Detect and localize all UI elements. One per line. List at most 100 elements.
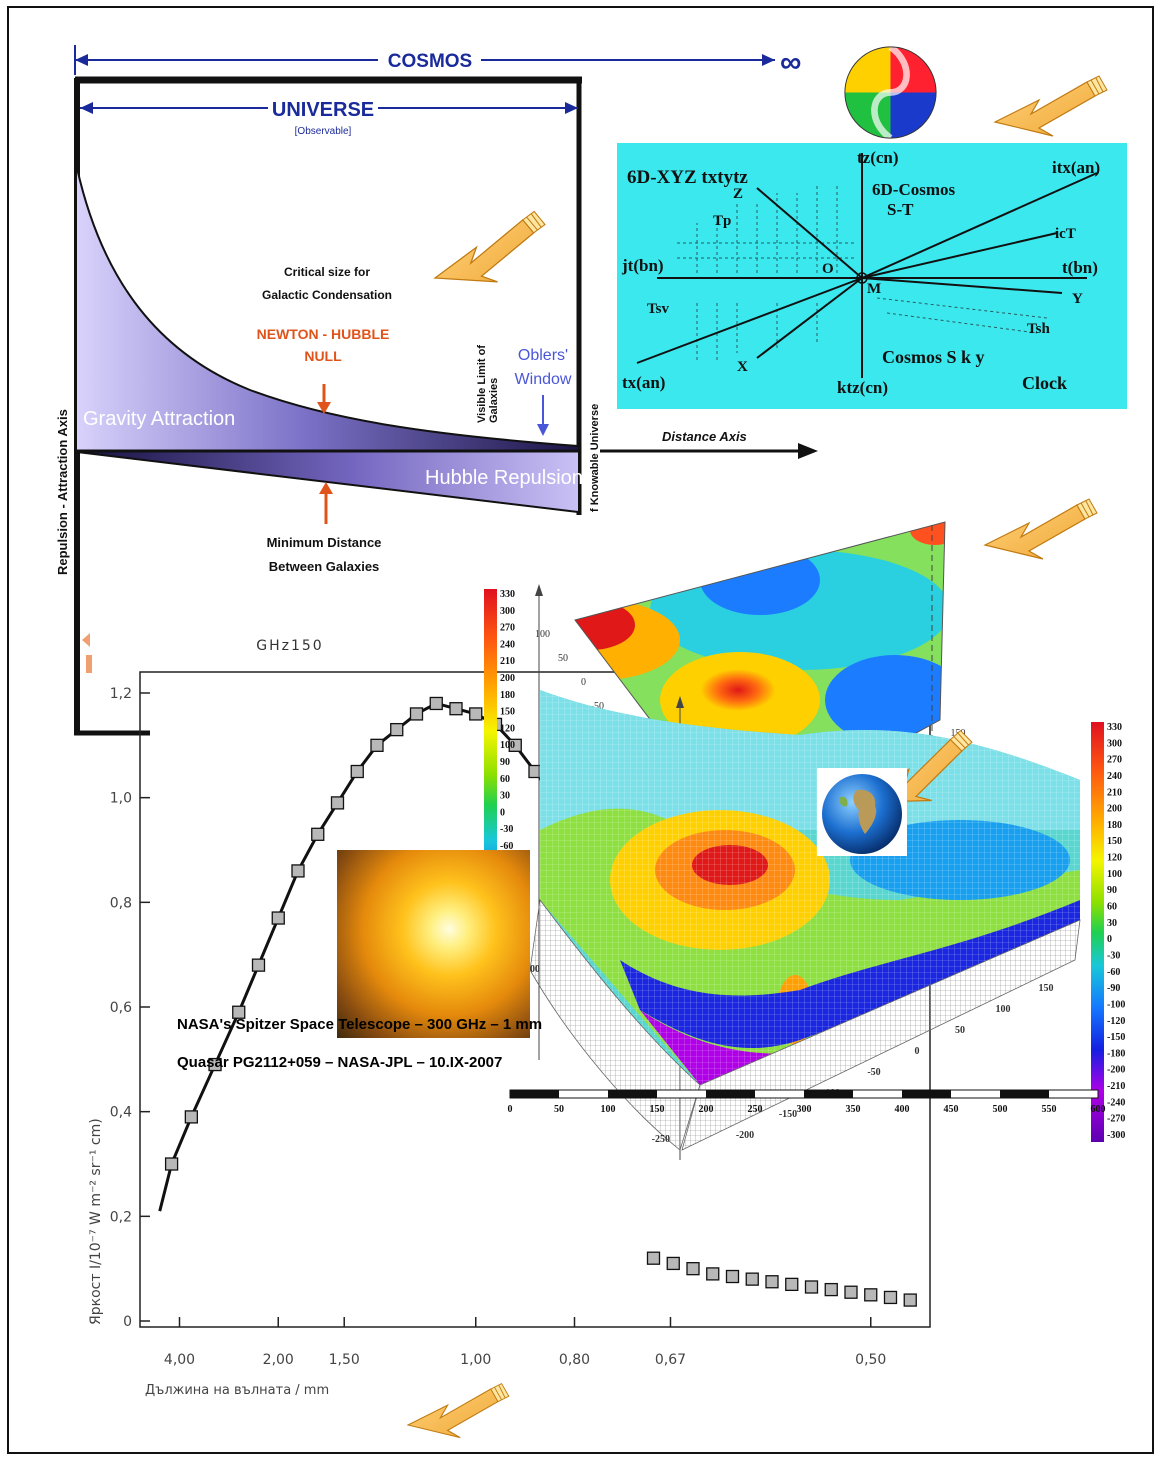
bottom-map-y-label: -250 xyxy=(652,1134,670,1145)
colorbar-tick-label: -100 xyxy=(1107,999,1125,1010)
sixd-ict-axis xyxy=(861,232,1058,279)
scale-bar-segment xyxy=(608,1090,657,1098)
spectrum-data-point xyxy=(291,864,305,878)
cosmos-label-bg xyxy=(378,48,481,72)
wheel-blue xyxy=(890,92,937,139)
colorbar-tick-label: 330 xyxy=(500,589,515,600)
scale-bar-segments xyxy=(510,1090,1049,1098)
scale-bar-label: 400 xyxy=(895,1104,910,1115)
universe-arrow-right xyxy=(565,102,578,114)
colorbar-tick-label: 200 xyxy=(1107,804,1122,815)
colorbar-tick-label: 270 xyxy=(1107,755,1122,766)
colorbar-tick-label: 300 xyxy=(1107,738,1122,749)
colorbar-tick-label: -120 xyxy=(1107,1016,1125,1027)
scale-bar-label: 50 xyxy=(554,1104,564,1115)
sixd-tp: Tp xyxy=(713,213,731,229)
visible-limit-line1: Visible Limit of xyxy=(476,345,488,423)
scale-bar-label: 300 xyxy=(797,1104,812,1115)
spectrum-data-point xyxy=(844,1285,858,1299)
scale-bar-labels: 0 50 100 150 200 250 300 350 400 450 500 550 600 xyxy=(508,1104,1106,1115)
spectrum-y-tick-label: 0,6 xyxy=(110,1000,132,1016)
top-map-hot-spot xyxy=(688,662,788,718)
spectrum-data-point xyxy=(686,1262,700,1276)
colorbar-tick-label: 60 xyxy=(500,774,510,785)
sixd-title: 6D-XYZ txtytz xyxy=(627,167,748,188)
small-orange-marker xyxy=(82,633,90,647)
sixd-t-right: t(bn) xyxy=(1062,258,1098,277)
spectrum-y-tick-label: 0 xyxy=(123,1314,132,1330)
colorbar-tick-label: 240 xyxy=(500,639,515,650)
spectrum-data-point xyxy=(508,738,522,752)
colorbar-tick-label: -30 xyxy=(500,824,513,835)
colorbar-tick-label: -200 xyxy=(1107,1065,1125,1076)
bottom-map-x-label: 150 xyxy=(1039,983,1054,994)
colorbar-tick-label: 0 xyxy=(1107,934,1112,945)
top-map-red-zone xyxy=(575,600,635,650)
spectrum-data-point xyxy=(706,1267,720,1281)
colorbar-bottom-labels: 3303002702402102001801501201009060300-30… xyxy=(1107,722,1125,1141)
spectrum-data-point xyxy=(409,707,424,721)
earth-image xyxy=(817,768,907,856)
spectrum-data-point xyxy=(646,1251,661,1265)
min-distance-line2: Between Galaxies xyxy=(269,559,380,574)
sixd-tz-top: tz(cn) xyxy=(857,148,899,167)
sixd-z: Z xyxy=(733,186,743,202)
top-map-y-label: 0 xyxy=(581,677,586,688)
knowable-universe-label: f Knowable Universe xyxy=(589,404,601,512)
cosmos-arrow-right-head xyxy=(762,54,775,66)
spectrum-data-point xyxy=(765,1275,779,1289)
quasar-image xyxy=(337,850,530,1038)
cosmos-arrow-left-head xyxy=(75,54,88,66)
colorbar-tick-label: -270 xyxy=(1107,1114,1125,1125)
colorbar-tick-label: 90 xyxy=(500,757,510,768)
critical-size-line1: Critical size for xyxy=(284,265,370,279)
spectrum-x-tick-label: 2,00 xyxy=(263,1352,294,1368)
bottom-map-x-label: -150 xyxy=(779,1109,797,1120)
sixd-jt: jt(bn) xyxy=(621,256,664,275)
sixd-m: M xyxy=(867,281,881,297)
spectrum-data-point xyxy=(184,1110,199,1124)
colorbar-tick-label: 30 xyxy=(1107,918,1117,929)
caption-line1: NASA's Spitzer Space Telescope – 300 GHz… xyxy=(177,1016,543,1033)
sixd-origin xyxy=(856,272,868,284)
spectrum-y-tick-label: 0,4 xyxy=(110,1105,132,1121)
spectrum-data-point xyxy=(164,1157,179,1171)
spectrum-x-axis-label: Дължина на вълната / mm xyxy=(145,1383,329,1398)
scale-bar-segment xyxy=(1000,1090,1049,1098)
colorbar-tick-label: 330 xyxy=(1107,722,1122,733)
scale-bar: 0 50 100 150 200 250 300 350 400 450 500 550 600 xyxy=(508,1089,1106,1115)
spectrum-data-point xyxy=(370,738,384,752)
scale-bar-label: 250 xyxy=(748,1104,763,1115)
top-map-y-label: -50 xyxy=(591,701,604,712)
colorbar-tick-label: -90 xyxy=(1107,983,1120,994)
colorbar-tick-label: 100 xyxy=(500,740,515,751)
bottom-map-skirt-left xyxy=(529,898,701,1151)
spectrum-x-tick-label: 1,00 xyxy=(460,1352,491,1368)
spectrum-data-point xyxy=(311,827,325,841)
colorbar-tick-label: -60 xyxy=(500,841,513,852)
gravity-label: Gravity Attraction xyxy=(83,408,235,430)
top-map-y-label: 100 xyxy=(535,629,550,640)
colorbar-tick-label: -210 xyxy=(1107,1081,1125,1092)
observable-label: [Observable] xyxy=(295,126,352,137)
oblers-line1: Oblers' xyxy=(518,347,568,364)
min-distance-arrowhead xyxy=(319,482,333,494)
sixd-cosmos-st-2: S-T xyxy=(887,200,914,219)
scale-bar-label: 500 xyxy=(993,1104,1008,1115)
colorbar-tick-label: 210 xyxy=(500,656,515,667)
spectrum-data-point xyxy=(429,696,443,711)
colorbar-tick-label: 100 xyxy=(1107,869,1122,880)
sixd-z-axis xyxy=(756,187,863,279)
universe-label-bg xyxy=(268,96,378,122)
bottom-map-x-label: 50 xyxy=(955,1025,965,1036)
sixd-sky: Cosmos S k y xyxy=(882,347,985,367)
top-map-axis-head xyxy=(535,584,543,596)
sixd-tsv: Tsv xyxy=(647,301,669,317)
colorbar-tick-label: 180 xyxy=(1107,820,1122,831)
bottom-map-x-label: 0 xyxy=(915,1046,920,1057)
cosmos-universe-diagram: COSMOS ∞ UNIVERSE [Observable] Distance … xyxy=(55,45,818,736)
universe-arrow-left xyxy=(80,102,93,114)
colorbar-tick-label: 60 xyxy=(1107,902,1117,913)
bottom-map-x-label: -200 xyxy=(736,1130,754,1141)
colorbar-tick-label: 90 xyxy=(1107,885,1117,896)
